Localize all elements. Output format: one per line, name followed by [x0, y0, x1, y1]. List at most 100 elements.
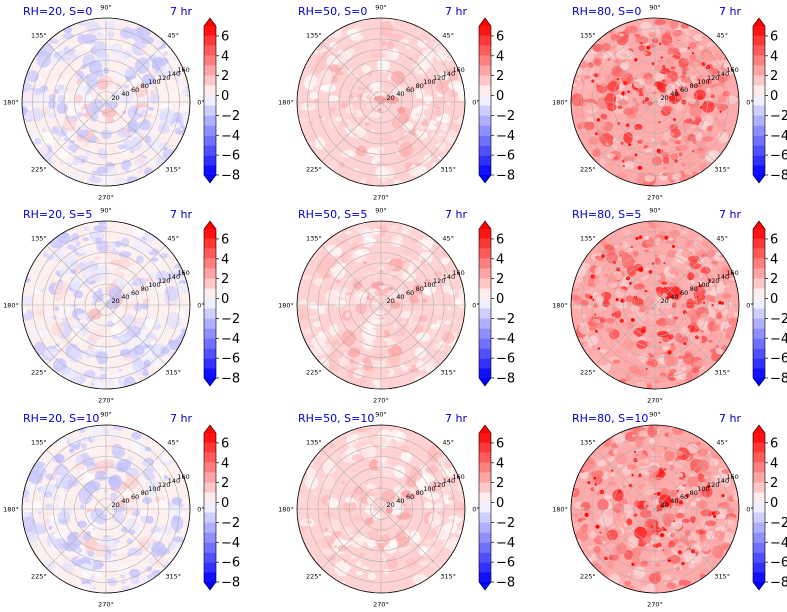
- field-cell: [40, 144, 49, 155]
- field-cell: [695, 328, 700, 332]
- field-cell: [120, 237, 130, 248]
- field-cell: [610, 116, 617, 123]
- radial-tick-label: 60: [680, 86, 688, 94]
- field-cell: [650, 539, 659, 545]
- field-cell: [327, 438, 342, 453]
- field-cell: [617, 105, 623, 110]
- colorbar-level: [479, 308, 491, 319]
- polar-field: [571, 221, 739, 389]
- field-cell: [56, 475, 61, 478]
- colorbar-level: [479, 442, 491, 453]
- colorbar-level: [479, 145, 491, 156]
- field-cell: [432, 343, 443, 350]
- field-peak: [628, 483, 633, 488]
- field-cell: [448, 317, 457, 324]
- field-cell: [312, 491, 318, 495]
- field-cell: [441, 272, 456, 285]
- colorbar-tick-label: −6: [770, 556, 787, 571]
- colorbar-level: [753, 308, 765, 319]
- field-cell: [708, 290, 719, 296]
- colorbar-tick-label: −4: [496, 536, 515, 551]
- field-peak: [656, 149, 661, 154]
- colorbar-tick-label: 4: [221, 252, 229, 267]
- field-cell: [41, 132, 54, 146]
- field-cell: [56, 102, 68, 114]
- field-cell: [414, 323, 424, 335]
- field-cell: [82, 237, 89, 241]
- field-cell: [108, 146, 115, 151]
- radial-tick-label: 40: [670, 293, 678, 301]
- field-cell: [69, 54, 80, 60]
- field-cell: [582, 101, 593, 110]
- field-cell: [681, 518, 690, 523]
- field-cell: [687, 563, 696, 569]
- field-cell: [674, 460, 684, 469]
- field-cell: [367, 539, 377, 548]
- field-cell: [70, 277, 81, 290]
- angle-tick-label: 315°: [165, 573, 181, 581]
- field-cell: [102, 228, 113, 237]
- field-cell: [143, 467, 157, 481]
- field-cell: [32, 522, 45, 535]
- field-cell: [144, 446, 152, 452]
- angle-tick-label: 315°: [440, 369, 456, 377]
- field-cell: [690, 559, 695, 565]
- field-cell: [112, 169, 118, 175]
- panel-title: RH=80, S=10: [572, 412, 648, 425]
- field-cell: [625, 167, 632, 173]
- field-cell: [447, 54, 451, 59]
- field-cell: [658, 494, 672, 508]
- field-cell: [598, 76, 603, 80]
- angle-tick-label: 315°: [714, 369, 730, 377]
- field-cell: [51, 494, 60, 501]
- field-cell: [94, 447, 104, 453]
- field-cell: [618, 321, 629, 331]
- field-cell: [56, 136, 61, 142]
- field-cell: [600, 348, 607, 354]
- field-cell: [721, 293, 732, 299]
- field-cell: [138, 57, 150, 66]
- field-cell: [85, 20, 99, 34]
- colorbar-level: [479, 105, 491, 116]
- field-cell: [357, 431, 369, 443]
- field-cell: [410, 530, 420, 543]
- field-cell: [349, 241, 354, 244]
- field-cell: [26, 70, 39, 83]
- field-cell: [123, 84, 130, 89]
- field-cell: [638, 430, 649, 438]
- field-cell: [396, 536, 410, 548]
- field-cell: [449, 488, 460, 498]
- field-cell: [386, 529, 396, 536]
- field-cell: [625, 431, 638, 442]
- angle-tick-label: 90°: [649, 4, 661, 12]
- field-cell: [612, 554, 620, 561]
- field-cell: [58, 543, 63, 547]
- field-cell: [142, 371, 150, 377]
- field-cell: [340, 320, 344, 325]
- field-cell: [441, 285, 451, 293]
- field-cell: [715, 50, 722, 56]
- field-cell: [148, 107, 155, 111]
- field-cell: [107, 378, 114, 386]
- colorbar-level: [753, 562, 765, 573]
- field-cell: [607, 560, 615, 569]
- field-cell: [625, 295, 634, 303]
- angular-gridline: [46, 449, 107, 510]
- field-cell: [603, 494, 612, 500]
- colorbar-level: [204, 65, 216, 76]
- field-cell: [75, 459, 83, 464]
- colorbar-level: [753, 288, 765, 299]
- colorbar-level: [753, 155, 765, 166]
- field-peak: [616, 77, 620, 81]
- field-cell: [53, 464, 68, 477]
- radial-tick-label: 40: [670, 497, 678, 505]
- radial-tick-label: 120: [707, 481, 719, 489]
- field-cell: [669, 489, 678, 498]
- field-cell: [177, 503, 184, 508]
- field-cell: [361, 64, 372, 74]
- field-cell: [313, 61, 325, 74]
- field-cell: [391, 275, 398, 280]
- field-cell: [335, 148, 341, 154]
- field-cell: [695, 74, 705, 85]
- field-cell: [308, 325, 317, 333]
